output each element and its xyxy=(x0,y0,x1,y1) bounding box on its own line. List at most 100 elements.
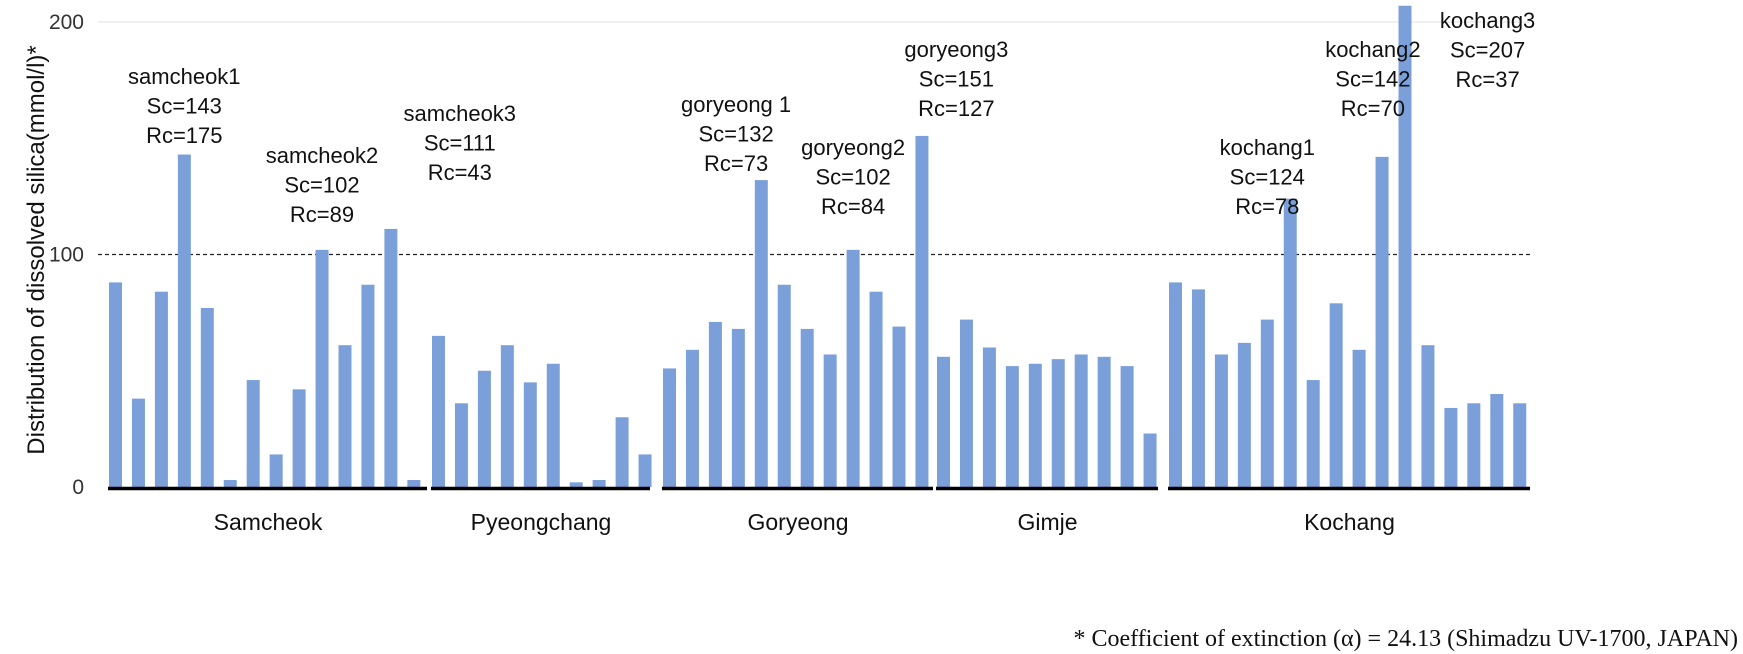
bar-kochang-8 xyxy=(1329,303,1343,487)
bar-samcheok-12 xyxy=(361,284,375,487)
bar-pyeongchang-8 xyxy=(592,480,606,487)
bar-goryeong-6 xyxy=(777,284,791,487)
bar-gimje-7 xyxy=(1074,354,1088,487)
y-tick-label: 100 xyxy=(49,244,84,267)
bar-goryeong-11 xyxy=(892,326,906,487)
y-tick-label: 0 xyxy=(72,476,84,499)
annotation-6-line-1: goryeong3 xyxy=(904,37,1008,62)
bar-goryeong-8 xyxy=(823,354,837,487)
annotation-3-line-2: Sc=111 xyxy=(424,131,496,156)
annotation-9-line-3: Rc=37 xyxy=(1455,67,1519,92)
bar-samcheok-1 xyxy=(109,282,122,487)
bar-gimje-10 xyxy=(1143,433,1157,487)
annotation-4-line-3: Rc=73 xyxy=(704,151,768,176)
y-axis-title-group: Distribution of dissolved silica(mmol/l)… xyxy=(23,45,50,454)
bar-kochang-11 xyxy=(1398,5,1412,487)
bar-pyeongchang-3 xyxy=(477,370,491,487)
bar-pyeongchang-9 xyxy=(615,417,629,487)
bar-gimje-2 xyxy=(959,319,973,487)
annotation-9-line-2: Sc=207 xyxy=(1450,38,1525,63)
annotation-1-line-1: samcheok1 xyxy=(128,64,241,89)
bar-goryeong-10 xyxy=(869,291,883,487)
bar-samcheok-4 xyxy=(177,154,191,487)
bar-kochang-15 xyxy=(1490,394,1504,487)
bar-kochang-9 xyxy=(1352,349,1366,487)
bar-gimje-4 xyxy=(1005,366,1019,487)
bar-goryeong-3 xyxy=(708,321,722,487)
bar-pyeongchang-7 xyxy=(569,482,583,487)
annotation-1-line-2: Sc=143 xyxy=(147,94,222,119)
annotation-7-line-1: kochang1 xyxy=(1220,135,1315,160)
bar-samcheok-5 xyxy=(200,307,214,487)
bar-samcheok-13 xyxy=(384,228,398,488)
bar-samcheok-7 xyxy=(246,380,260,487)
bar-gimje-8 xyxy=(1097,356,1111,487)
annotation-7-line-3: Rc=78 xyxy=(1235,194,1299,219)
bar-goryeong-2 xyxy=(685,349,699,487)
bar-goryeong-5 xyxy=(754,180,768,487)
annotation-6-line-3: Rc=127 xyxy=(918,96,994,121)
bar-samcheok-6 xyxy=(223,480,237,487)
annotations: samcheok1 Sc=143 Rc=175 samcheok2 Sc=102 Rc=8… xyxy=(128,8,1535,227)
group-label-goryeong: Goryeong xyxy=(747,509,848,535)
bar-pyeongchang-1 xyxy=(432,335,445,488)
bar-goryeong-7 xyxy=(800,328,814,487)
bar-pyeongchang-5 xyxy=(523,382,537,488)
bar-samcheok-9 xyxy=(292,389,306,487)
annotation-5-line-2: Sc=102 xyxy=(815,165,890,190)
bar-samcheok-14 xyxy=(407,480,421,487)
annotation-7-line-2: Sc=124 xyxy=(1230,165,1305,190)
bar-goryeong-12 xyxy=(915,135,929,487)
annotation-5-line-3: Rc=84 xyxy=(821,194,885,219)
annotation-3-line-3: Rc=43 xyxy=(428,160,492,185)
annotation-2-line-1: samcheok2 xyxy=(266,143,379,168)
bar-kochang-5 xyxy=(1260,319,1274,487)
annotation-4-line-1: goryeong 1 xyxy=(681,92,791,117)
bar-gimje-5 xyxy=(1028,363,1042,487)
bar-pyeongchang-10 xyxy=(638,454,652,487)
bar-kochang-10 xyxy=(1375,156,1389,487)
bar-kochang-12 xyxy=(1421,345,1435,487)
group-label-pyeongchang: Pyeongchang xyxy=(471,509,612,535)
bar-gimje-6 xyxy=(1051,359,1065,488)
bar-samcheok-3 xyxy=(154,291,168,487)
bar-gimje-1 xyxy=(937,356,950,487)
bar-samcheok-2 xyxy=(131,398,145,487)
bar-goryeong-9 xyxy=(846,249,860,487)
bar-pyeongchang-4 xyxy=(500,345,514,487)
annotation-3-line-1: samcheok3 xyxy=(404,101,517,126)
annotation-4-line-2: Sc=132 xyxy=(698,122,773,147)
annotation-2-line-3: Rc=89 xyxy=(290,202,354,227)
bar-gimje-9 xyxy=(1120,366,1134,487)
group-label-gimje: Gimje xyxy=(1017,509,1077,535)
annotation-9-line-1: kochang3 xyxy=(1440,8,1535,33)
bar-pyeongchang-6 xyxy=(546,363,560,487)
bar-goryeong-1 xyxy=(663,368,676,487)
annotation-6-line-2: Sc=151 xyxy=(919,67,994,92)
bar-kochang-2 xyxy=(1191,289,1205,488)
group-label-samcheok: Samcheok xyxy=(214,509,323,535)
bar-gimje-3 xyxy=(982,347,996,487)
bar-kochang-14 xyxy=(1467,403,1481,487)
bar-samcheok-11 xyxy=(338,345,352,487)
annotation-2-line-2: Sc=102 xyxy=(284,173,359,198)
annotation-8-line-2: Sc=142 xyxy=(1335,67,1410,92)
bars xyxy=(109,5,1527,488)
bar-samcheok-8 xyxy=(269,454,283,487)
bar-kochang-7 xyxy=(1306,380,1320,487)
bar-samcheok-10 xyxy=(315,249,329,487)
bar-kochang-6 xyxy=(1283,198,1297,487)
footnote: * Coefficient of extinction (α) = 24.13 … xyxy=(1074,626,1739,652)
y-tick-labels: 0 100 200 xyxy=(49,11,84,499)
group-label-kochang: Kochang xyxy=(1304,509,1395,535)
bar-kochang-13 xyxy=(1444,407,1458,487)
annotation-8-line-3: Rc=70 xyxy=(1341,96,1405,121)
y-axis-title: Distribution of dissolved silica(mmol/l)… xyxy=(23,45,50,454)
footnote-group: * Coefficient of extinction (α) = 24.13 … xyxy=(1074,626,1739,652)
y-tick-label: 200 xyxy=(49,11,84,34)
bar-kochang-4 xyxy=(1237,342,1251,487)
annotation-5-line-1: goryeong2 xyxy=(801,135,905,160)
annotation-1-line-3: Rc=175 xyxy=(146,123,222,148)
